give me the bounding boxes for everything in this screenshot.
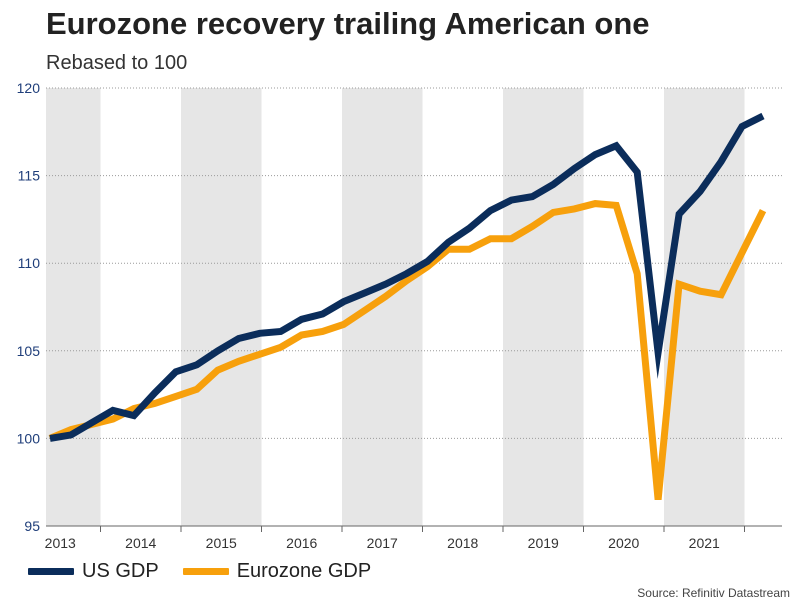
x-tick-label: 2013 [45,535,76,551]
x-tick-label: 2017 [367,535,398,551]
legend-label-eurozone: Eurozone GDP [236,560,372,582]
chart-legend: US GDP Eurozone GDP [28,560,395,583]
year-band-2013 [46,88,101,526]
legend-swatch-eurozone [182,568,229,575]
x-tick-label: 2019 [528,535,559,551]
x-tick-label: 2016 [286,535,317,551]
chart-title: Eurozone recovery trailing American one [46,6,650,41]
x-tick-label: 2015 [206,535,237,551]
year-band-2019 [503,88,584,526]
y-tick-label: 100 [17,430,41,446]
legend-item-us: US GDP [28,560,159,583]
x-tick-label: 2021 [689,535,720,551]
x-tick-label: 2020 [608,535,639,551]
y-tick-label: 115 [18,168,41,184]
y-tick-label: 105 [17,343,41,359]
source-note: Source: Refinitiv Datastream [637,586,790,600]
x-tick-label: 2018 [447,535,478,551]
series-line-eurozone-gdp [48,200,767,501]
y-tick-label: 110 [18,255,41,271]
legend-swatch-us [28,568,74,575]
year-band-2015 [181,88,262,526]
x-tick-label: 2014 [125,535,156,551]
legend-label-us: US GDP [82,560,159,582]
year-band-2017 [342,88,423,526]
y-tick-label: 120 [17,80,41,96]
y-tick-label: 95 [24,518,40,534]
series-line-us-gdp [49,112,765,442]
chart-subtitle: Rebased to 100 [46,52,188,74]
legend-item-eurozone: Eurozone GDP [182,560,372,583]
